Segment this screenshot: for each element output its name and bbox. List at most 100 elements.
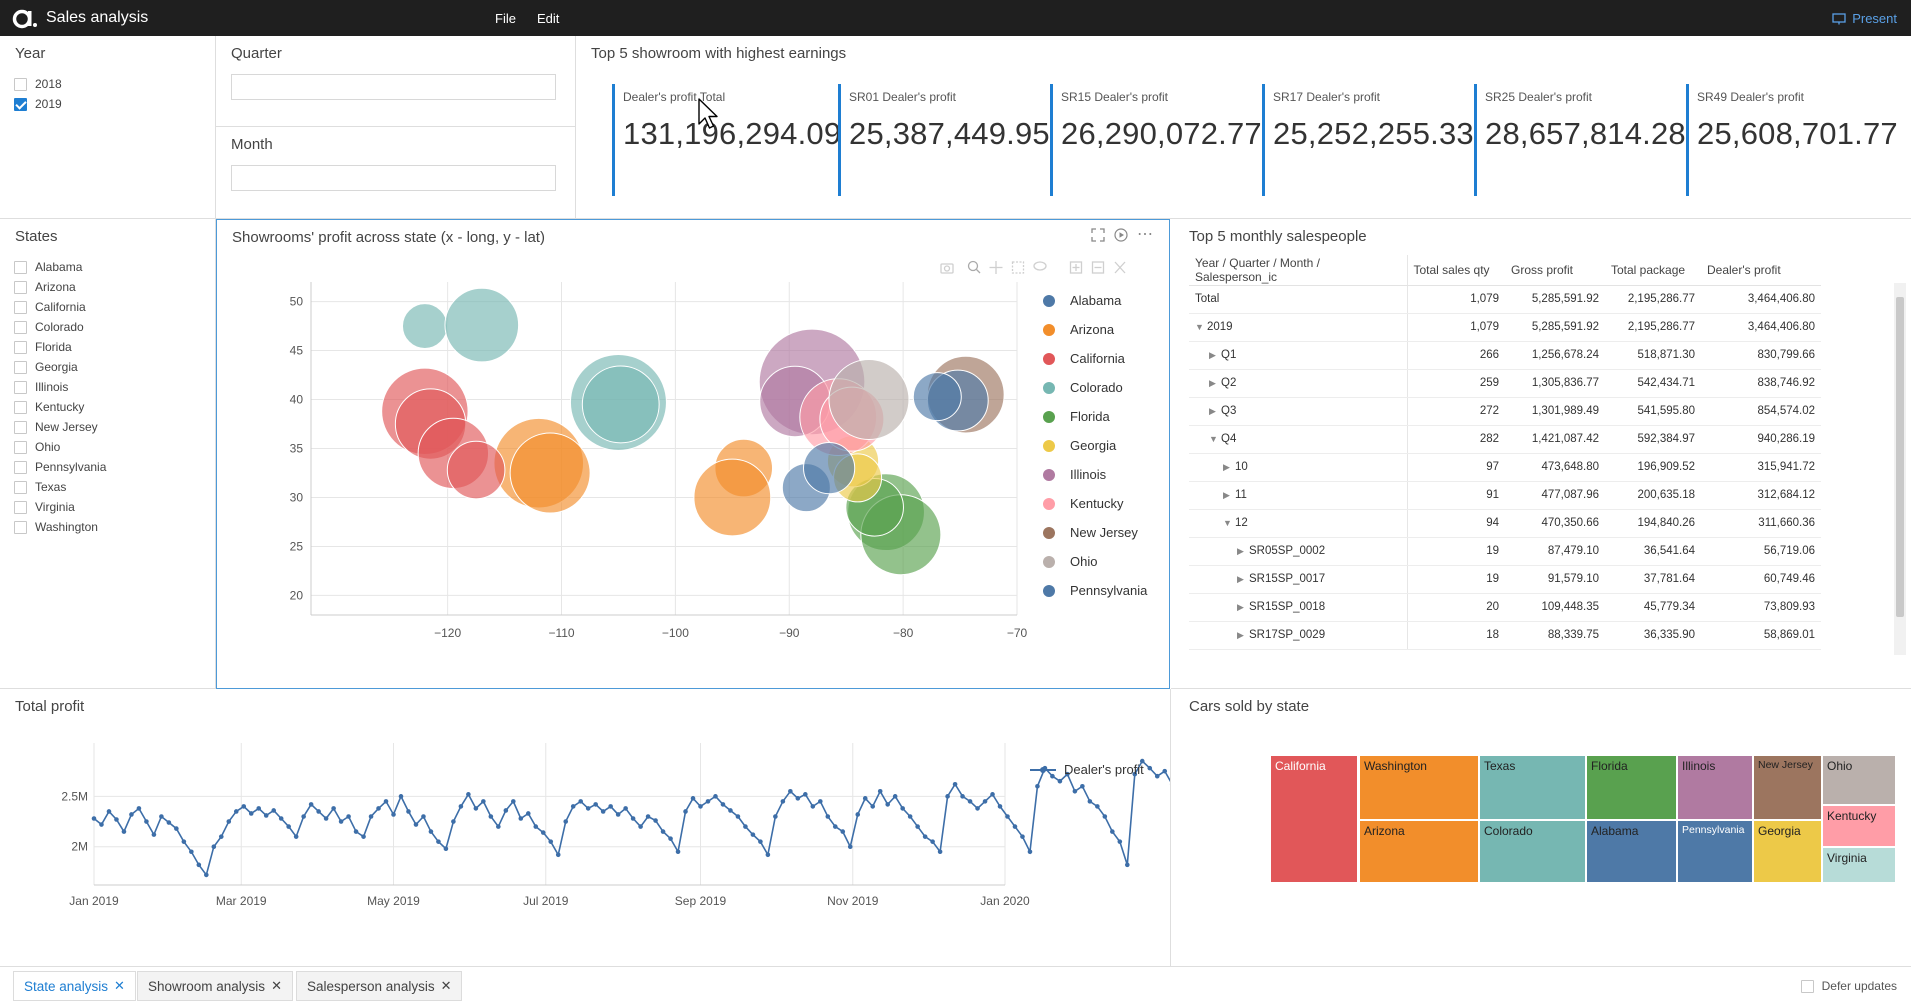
profit-point[interactable] [907,814,913,819]
profit-point[interactable] [563,819,569,824]
profit-point[interactable] [301,814,306,819]
state-option-new-jersey[interactable]: New Jersey [14,417,106,437]
column-header[interactable]: Total sales qty [1407,255,1505,286]
profit-point[interactable] [518,816,524,821]
state-option-california[interactable]: California [14,297,106,317]
profit-point[interactable] [144,819,149,824]
profit-point[interactable] [308,802,314,807]
profit-point[interactable] [218,834,224,839]
profit-point[interactable] [473,806,479,811]
expand-caret-icon[interactable]: ▶ [1223,462,1230,472]
collapse-caret-icon[interactable]: ▼ [1195,322,1204,332]
profit-point[interactable] [316,809,321,814]
profit-point[interactable] [466,792,471,797]
close-tab-icon[interactable]: ✕ [114,978,125,993]
state-checkbox[interactable] [14,480,27,494]
treemap-cell-new-jersey[interactable]: New Jersey [1753,755,1822,820]
state-checkbox[interactable] [14,460,27,474]
state-checkbox[interactable] [14,520,27,534]
profit-point[interactable] [91,816,97,821]
profit-point[interactable] [458,804,464,809]
state-option-virginia[interactable]: Virginia [14,497,106,517]
profit-point[interactable] [159,814,164,819]
bubble-pennsylvania[interactable] [912,372,962,422]
profit-point[interactable] [735,814,741,819]
profit-point[interactable] [698,804,703,809]
profit-point[interactable] [847,844,853,850]
profit-point[interactable] [129,812,134,817]
table-row[interactable]: ▼ Q4 282 1,421,087.42 592,384.97 940,286.19 [1189,425,1821,454]
profit-point[interactable] [930,839,935,844]
total-profit-chart[interactable]: Jan 2019 Mar 2019 May 2019 Jul 2019 Sep 2019… [0,689,1170,966]
state-checkbox[interactable] [14,340,27,354]
profit-point[interactable] [795,796,801,801]
profit-point[interactable] [1072,789,1078,794]
profit-point[interactable] [675,849,681,855]
column-header[interactable]: Total package [1605,255,1701,286]
profit-point[interactable] [496,824,501,829]
defer-updates-checkbox[interactable] [1800,979,1814,993]
scroll-thumb[interactable] [1896,297,1904,617]
treemap-cell-colorado[interactable]: Colorado [1479,820,1586,883]
year-option-2018[interactable]: 2018 [14,74,62,94]
legend-item-california[interactable]: California [1043,351,1126,366]
profit-point[interactable] [99,822,104,827]
profit-point[interactable] [196,862,202,868]
table-scrollbar[interactable] [1894,283,1906,655]
profit-point[interactable] [713,794,718,799]
legend-item-new-jersey[interactable]: New Jersey [1043,525,1138,540]
profit-point[interactable] [361,834,366,839]
profit-point[interactable] [1162,768,1168,774]
profit-point[interactable] [600,809,606,814]
profit-point[interactable] [436,839,441,844]
profit-point[interactable] [421,814,426,819]
expand-caret-icon[interactable]: ▶ [1209,350,1216,360]
profit-point[interactable] [323,816,329,821]
profit-point[interactable] [945,794,950,799]
profit-point[interactable] [451,819,456,824]
expand-caret-icon[interactable]: ▶ [1237,574,1244,584]
expand-caret-icon[interactable]: ▶ [1209,378,1216,388]
profit-point[interactable] [810,804,816,809]
profit-point[interactable] [233,809,239,814]
profit-point[interactable] [967,799,973,804]
profit-point[interactable] [645,814,651,819]
state-option-florida[interactable]: Florida [14,337,106,357]
profit-point[interactable] [271,808,277,813]
profit-point[interactable] [1117,839,1123,844]
legend-item-illinois[interactable]: Illinois [1043,467,1107,482]
profit-point[interactable] [1087,799,1093,804]
state-checkbox[interactable] [14,320,27,334]
profit-point[interactable] [286,824,291,829]
profit-point[interactable] [615,812,621,817]
state-option-colorado[interactable]: Colorado [14,317,106,337]
treemap-cell-pennsylvania[interactable]: Pennsylvania [1677,820,1753,883]
profit-point[interactable] [728,808,733,813]
profit-point[interactable] [106,809,112,814]
table-row[interactable]: ▶ Q3 272 1,301,989.49 541,595.80 854,574.02 [1189,397,1821,426]
file-menu[interactable]: File [495,11,516,26]
profit-point[interactable] [690,796,696,801]
profit-point[interactable] [885,802,890,807]
profit-point[interactable] [383,799,389,804]
profit-point[interactable] [241,804,247,809]
profit-point[interactable] [278,816,284,821]
profit-point[interactable] [862,796,868,801]
table-row[interactable]: ▶ SR17SP_0029 18 88,339.75 36,335.90 58,869.0… [1189,621,1821,650]
legend-item-ohio[interactable]: Ohio [1043,554,1097,569]
state-checkbox[interactable] [14,420,27,434]
state-option-illinois[interactable]: Illinois [14,377,106,397]
profit-point[interactable] [825,814,831,819]
treemap-cell-washington[interactable]: Washington [1359,755,1479,820]
profit-point[interactable] [481,799,486,804]
profit-point[interactable] [990,792,995,797]
profit-point[interactable] [263,813,269,818]
profit-point[interactable] [915,824,920,829]
profit-point[interactable] [585,806,591,811]
legend-item-pennsylvania[interactable]: Pennsylvania [1043,583,1148,598]
profit-point[interactable] [406,809,411,814]
profit-point[interactable] [997,804,1003,809]
bubble-colorado[interactable] [581,365,660,444]
table-row[interactable]: ▶ 11 91 477,087.96 200,635.18 312,684.12 [1189,481,1821,510]
state-checkbox[interactable] [14,400,27,414]
